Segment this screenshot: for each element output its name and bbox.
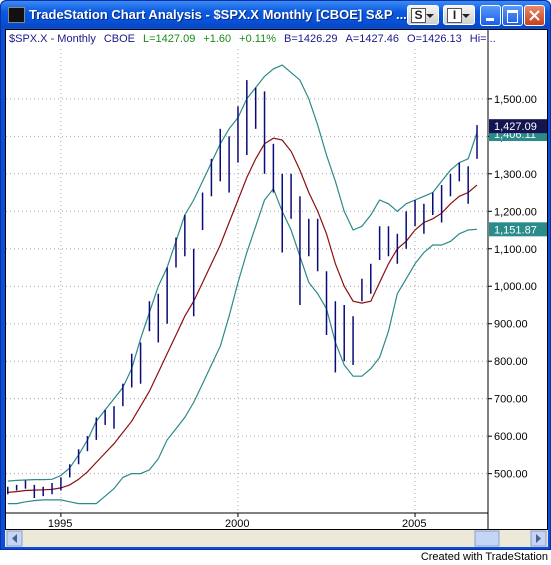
chart-header: $SPX.X - Monthly CBOE L=1427.09 +1.60 +0.11%… [9, 33, 496, 45]
y-tick-label: 1,100.00 [494, 244, 537, 256]
symbol-menu-button[interactable]: S [407, 5, 439, 25]
header-item: $SPX.X - Monthly [9, 33, 96, 45]
header-item: +1.60 [203, 33, 231, 45]
chart-frame [5, 29, 548, 530]
menu-button-label: S [411, 8, 426, 23]
y-tick-label: 1,500.00 [494, 94, 537, 106]
maximize-button[interactable] [502, 5, 523, 26]
y-tick-label: 600.00 [494, 431, 528, 443]
last-value-box [489, 119, 547, 134]
header-item: +0.11% [239, 33, 276, 45]
footer-credit: Created with TradeStation [420, 551, 548, 563]
last-value-label: 1,151.87 [494, 224, 537, 236]
header-item: Hi=... [470, 33, 496, 45]
x-tick-label: 2005 [402, 518, 426, 530]
header-item: B=1426.29 [284, 33, 338, 45]
y-tick-label: 700.00 [494, 394, 528, 406]
last-value-label: 1,427.09 [494, 121, 537, 133]
chart: $SPX.X - Monthly CBOE L=1427.09 +1.60 +0.11%… [5, 29, 548, 547]
scrollbar[interactable] [5, 530, 548, 547]
header-item: O=1426.13 [407, 33, 462, 45]
close-button[interactable] [524, 5, 545, 26]
header-item: CBOE [104, 33, 135, 45]
x-tick-label: 2000 [225, 518, 249, 530]
x-tick-label: 1995 [48, 518, 72, 530]
indicator-line [7, 137, 478, 493]
scroll-thumb[interactable] [474, 530, 500, 547]
title-bar: TradeStation Chart Analysis - $SPX.X Mon… [1, 1, 550, 28]
y-tick-label: 1,300.00 [494, 169, 537, 181]
indicator-line [7, 187, 478, 505]
y-tick-label: 500.00 [494, 469, 528, 481]
y-tick-label: 1,000.00 [494, 281, 537, 293]
header-item: A=1427.46 [346, 33, 400, 45]
app-icon [8, 7, 25, 23]
window: TradeStation Chart Analysis - $SPX.X Mon… [0, 0, 551, 550]
last-value-box [489, 222, 547, 237]
indicator-line [7, 64, 478, 482]
window-title: TradeStation Chart Analysis - $SPX.X Mon… [29, 7, 407, 22]
chart-window: $SPX.X - Monthly CBOE L=1427.09 +1.60 +0.11%… [5, 29, 548, 547]
y-tick-label: 900.00 [494, 319, 528, 331]
header-item: L=1427.09 [143, 33, 195, 45]
menu-button-label: I [447, 8, 462, 23]
minimize-button[interactable] [480, 5, 501, 26]
indicator-menu-button[interactable]: I [443, 5, 475, 25]
y-tick-label: 800.00 [494, 356, 528, 368]
y-tick-label: 1,200.00 [494, 206, 537, 218]
